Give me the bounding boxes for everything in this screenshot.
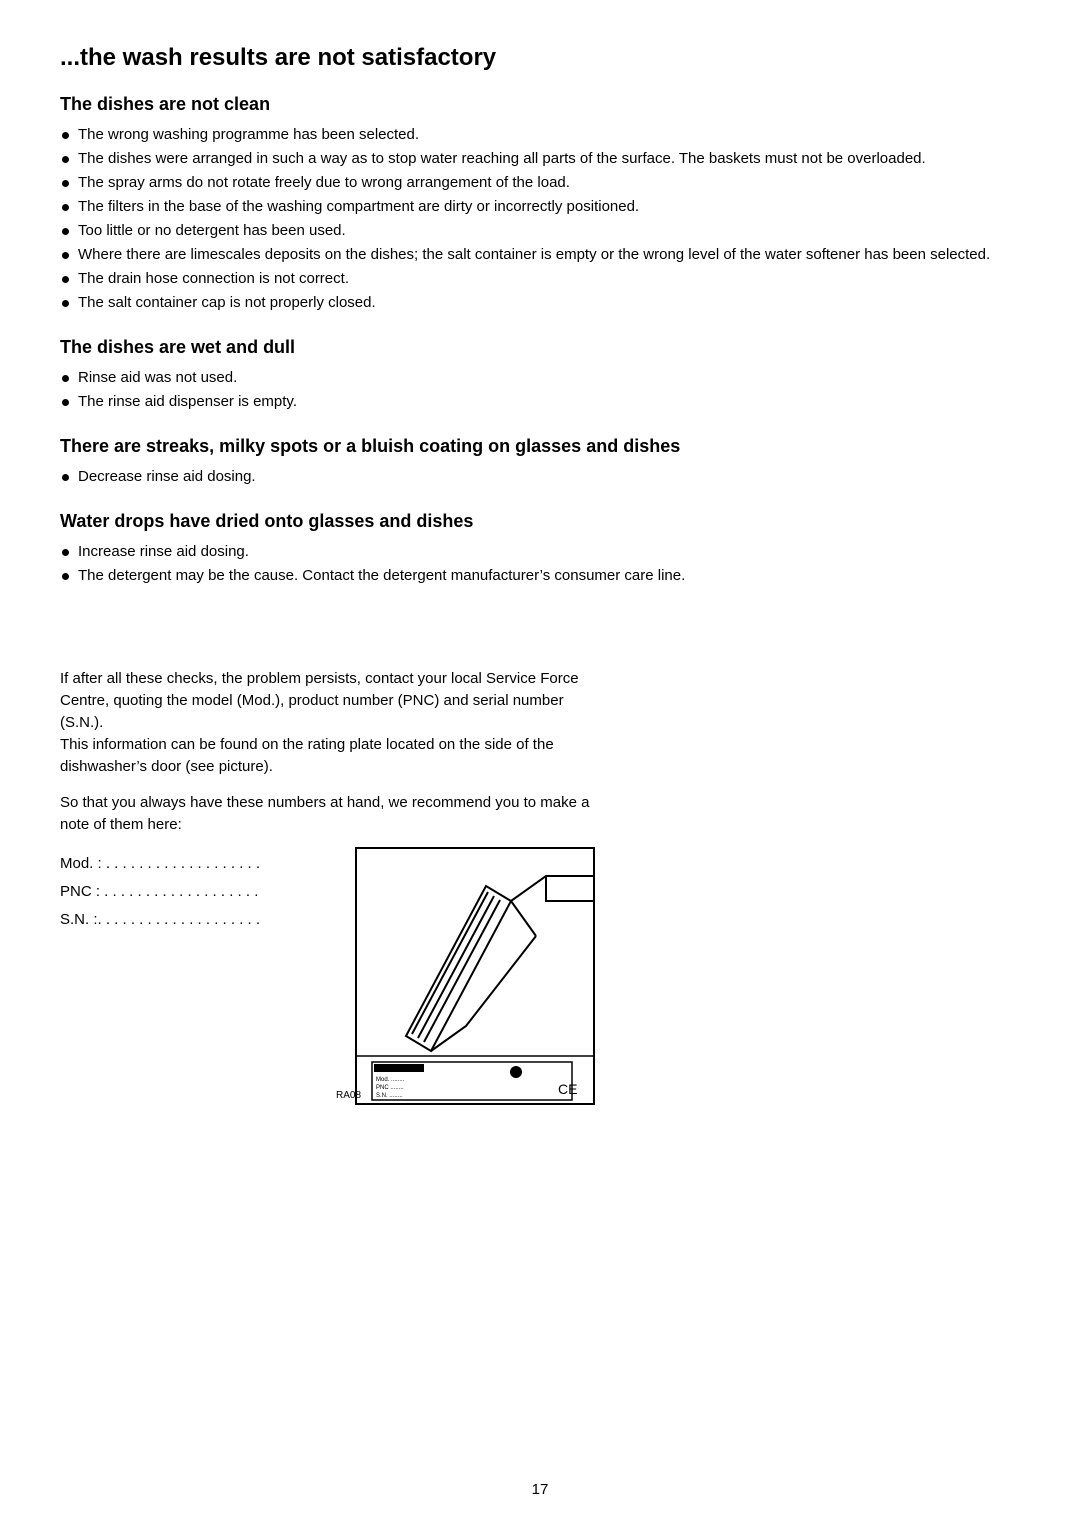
diagram-svg: Mod. ........ PNC ........ S.N. ........… [336,846,596,1106]
bullet-list: Decrease rinse aid dosing. [60,465,1020,489]
list-item: Rinse aid was not used. [60,366,1020,390]
bullet-list: Rinse aid was not used. The rinse aid di… [60,366,1020,414]
plate-label: PNC ........ [376,1085,404,1091]
section-heading: The dishes are wet and dull [60,337,1020,358]
list-item: The rinse aid dispenser is empty. [60,390,1020,414]
list-item: Increase rinse aid dosing. [60,540,1020,564]
list-item: Where there are limescales deposits on t… [60,243,1020,267]
plate-dot-icon [510,1066,522,1078]
diagram-label: RA08 [336,1090,361,1101]
section-wet-dull: The dishes are wet and dull Rinse aid wa… [60,337,1020,414]
rating-plate-diagram: Mod. ........ PNC ........ S.N. ........… [336,846,596,1113]
section-water-drops: Water drops have dried onto glasses and … [60,511,1020,588]
service-paragraph: If after all these checks, the problem p… [60,668,600,778]
bullet-list: Increase rinse aid dosing. The detergent… [60,540,1020,588]
page-title: ...the wash results are not satisfactory [60,44,1020,72]
list-item: The dishes were arranged in such a way a… [60,147,1020,171]
list-item: The drain hose connection is not correct… [60,267,1020,291]
list-item: Too little or no detergent has been used… [60,219,1020,243]
record-fields: Mod. : . . . . . . . . . . . . . . . . .… [60,850,300,934]
field-sn: S.N. :. . . . . . . . . . . . . . . . . … [60,906,300,934]
section-heading: The dishes are not clean [60,94,1020,115]
section-not-clean: The dishes are not clean The wrong washi… [60,94,1020,315]
section-heading: Water drops have dried onto glasses and … [60,511,1020,532]
manual-page: ...the wash results are not satisfactory… [0,0,1080,1526]
fields-and-diagram: Mod. : . . . . . . . . . . . . . . . . .… [60,850,1020,1113]
section-streaks: There are streaks, milky spots or a blui… [60,436,1020,489]
service-info: If after all these checks, the problem p… [60,668,1020,1113]
list-item: Decrease rinse aid dosing. [60,465,1020,489]
plate-label: Mod. ........ [376,1077,405,1083]
list-item: The wrong washing programme has been sel… [60,123,1020,147]
plate-label: S.N. ........ [376,1093,403,1099]
field-pnc: PNC : . . . . . . . . . . . . . . . . . … [60,878,300,906]
page-number: 17 [0,1481,1080,1498]
list-item: The filters in the base of the washing c… [60,195,1020,219]
section-heading: There are streaks, milky spots or a blui… [60,436,1020,457]
list-item: The detergent may be the cause. Contact … [60,564,1020,588]
field-mod: Mod. : . . . . . . . . . . . . . . . . .… [60,850,300,878]
bullet-list: The wrong washing programme has been sel… [60,123,1020,315]
ce-mark-icon: CE [558,1081,577,1097]
service-paragraph: So that you always have these numbers at… [60,792,600,836]
list-item: The spray arms do not rotate freely due … [60,171,1020,195]
list-item: The salt container cap is not properly c… [60,291,1020,315]
